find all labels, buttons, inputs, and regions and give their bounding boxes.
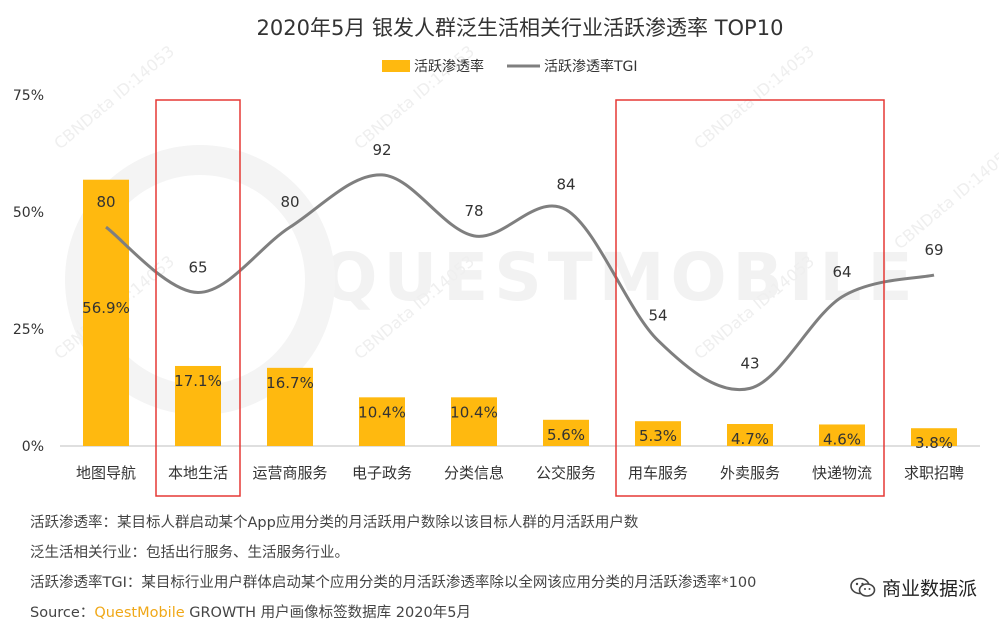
tgi-value-label: 80 bbox=[96, 193, 115, 211]
highlight-box bbox=[155, 99, 241, 497]
highlight-boxes bbox=[155, 99, 885, 497]
chart-title: 2020年5月 银发人群泛生活相关行业活跃渗透率 TOP10 bbox=[257, 16, 784, 40]
bar bbox=[175, 365, 221, 446]
y-tick-label: 75% bbox=[13, 88, 44, 104]
x-tick-label: 外卖服务 bbox=[720, 464, 780, 482]
bar-value-label: 5.3% bbox=[639, 427, 677, 445]
note-penetration: 活跃渗透率：某目标人群启动某个App应用分类的月活跃用户数除以该目标人群的月活跃… bbox=[30, 515, 639, 531]
watermark-tag: CBNData ID:14053 bbox=[690, 42, 818, 153]
bar bbox=[911, 428, 957, 446]
x-axis: 地图导航 本地生活 运营商服务 电子政务 分类信息 公交服务 用车服务 外卖服务 快递物流 求职招… bbox=[76, 464, 964, 482]
x-tick-label: 电子政务 bbox=[352, 464, 412, 482]
y-tick-label: 25% bbox=[13, 322, 44, 338]
tgi-line: 80 65 80 92 78 84 54 43 64 69 bbox=[96, 141, 944, 392]
x-tick-label: 用车服务 bbox=[628, 464, 688, 482]
legend-label-bar: 活跃渗透率 bbox=[414, 58, 484, 75]
tgi-value-label: 65 bbox=[188, 259, 207, 277]
bar bbox=[727, 424, 773, 446]
source-line: Source：QuestMobile GROWTH 用户画像标签数据库 2020… bbox=[30, 598, 756, 628]
source-rest: GROWTH 用户画像标签数据库 2020年5月 bbox=[184, 605, 471, 621]
x-tick-label: 快递物流 bbox=[812, 464, 872, 482]
x-tick-label: 运营商服务 bbox=[252, 464, 327, 482]
bar-value-label: 4.7% bbox=[731, 430, 769, 448]
source-brand: QuestMobile bbox=[94, 605, 185, 621]
legend-label-line: 活跃渗透率TGI bbox=[544, 58, 638, 75]
watermark-tag: CBNData ID:14053 bbox=[890, 142, 999, 253]
x-tick-label: 公交服务 bbox=[536, 464, 596, 482]
note-industry: 泛生活相关行业：包括出行服务、生活服务行业。 bbox=[30, 545, 349, 561]
wechat-icon bbox=[850, 577, 876, 597]
bars: 56.9% 17.1% 16.7% 10.4% 10.4% 5.6% 5.3% 4.7% 4.6… bbox=[82, 179, 957, 452]
source-prefix: Source： bbox=[30, 605, 95, 621]
x-tick-label: 地图导航 bbox=[76, 464, 136, 482]
bar-value-label: 10.4% bbox=[358, 403, 406, 421]
highlight-box bbox=[615, 99, 885, 497]
x-tick-label: 求职招聘 bbox=[904, 464, 964, 482]
tgi-value-label: 92 bbox=[372, 141, 391, 159]
bar-value-label: 10.4% bbox=[450, 403, 498, 421]
wechat-label: 商业数据派 bbox=[881, 578, 977, 600]
x-tick-label: 本地生活 bbox=[168, 464, 228, 482]
tgi-value-label: 64 bbox=[832, 263, 851, 281]
bar bbox=[819, 424, 865, 446]
legend-swatch-bar bbox=[382, 60, 410, 72]
footnotes: 活跃渗透率：某目标人群启动某个App应用分类的月活跃用户数除以该目标人群的月活跃… bbox=[30, 508, 756, 628]
bar bbox=[83, 179, 129, 446]
tgi-value-label: 54 bbox=[648, 306, 667, 324]
watermark-tag: CBNData ID:14053 bbox=[50, 42, 178, 153]
bar bbox=[451, 397, 497, 446]
tgi-series-line bbox=[105, 173, 935, 392]
bar bbox=[267, 367, 313, 446]
wechat-badge: 商业数据派 bbox=[850, 574, 977, 601]
bar bbox=[635, 421, 681, 446]
tgi-value-label: 43 bbox=[740, 354, 759, 372]
bar-value-label: 17.1% bbox=[174, 372, 222, 390]
tgi-value-label: 78 bbox=[464, 202, 483, 220]
x-tick-label: 分类信息 bbox=[444, 464, 504, 482]
tgi-value-label: 69 bbox=[924, 241, 943, 259]
tgi-value-label: 80 bbox=[280, 193, 299, 211]
y-tick-label: 50% bbox=[13, 205, 44, 221]
legend: 活跃渗透率 活跃渗透率TGI bbox=[382, 58, 638, 75]
note-tgi: 活跃渗透率TGI：某目标行业用户群体启动某个应用分类的月活跃渗透率除以全网该应用… bbox=[30, 575, 757, 591]
bar-value-label: 5.6% bbox=[547, 426, 585, 444]
bar bbox=[543, 419, 589, 446]
bar-value-label: 3.8% bbox=[915, 434, 953, 452]
bar bbox=[359, 397, 405, 446]
bar-value-label: 16.7% bbox=[266, 374, 314, 392]
bar-value-label: 4.6% bbox=[823, 430, 861, 448]
bar-value-label: 56.9% bbox=[82, 299, 130, 317]
y-tick-label: 0% bbox=[22, 439, 44, 455]
tgi-value-label: 84 bbox=[556, 176, 575, 194]
